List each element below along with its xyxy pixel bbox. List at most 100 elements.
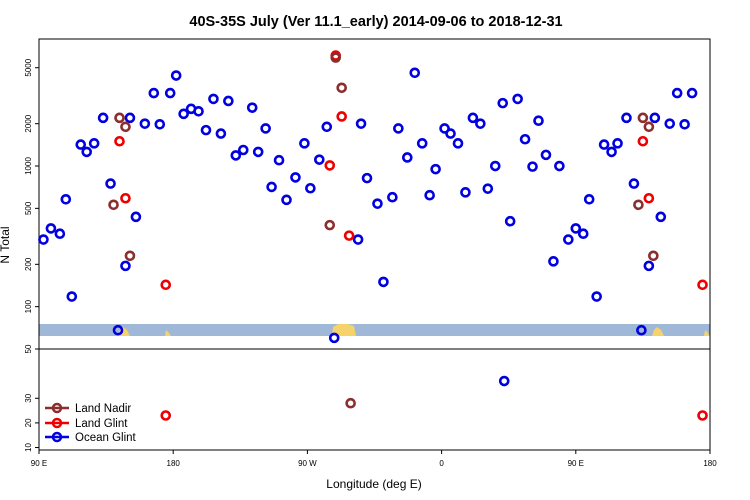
point-ocean-glint bbox=[260, 123, 271, 134]
legend-label-land-nadir: Land Nadir bbox=[75, 403, 131, 415]
bottom-y-axis: 10 20 30 bbox=[24, 393, 39, 452]
point-land-glint bbox=[697, 410, 708, 421]
point-ocean-glint bbox=[105, 178, 116, 189]
point-ocean-glint bbox=[679, 118, 690, 130]
point-ocean-glint bbox=[75, 139, 87, 150]
point-ocean-glint bbox=[328, 332, 340, 344]
point-land-nadir bbox=[336, 82, 347, 94]
top-y-tick-label: 50 bbox=[24, 344, 33, 353]
point-ocean-glint bbox=[154, 118, 166, 130]
bottom-y-tick-label: 30 bbox=[24, 393, 33, 402]
x-tick-label: 90 W bbox=[298, 459, 317, 468]
point-ocean-glint bbox=[621, 112, 632, 124]
point-ocean-glint bbox=[230, 150, 242, 161]
x-axis-label: Longitude (deg E) bbox=[326, 477, 421, 491]
point-land-glint bbox=[114, 135, 125, 147]
point-ocean-glint bbox=[60, 193, 72, 205]
point-ocean-glint bbox=[533, 115, 544, 126]
point-ocean-glint bbox=[540, 149, 552, 161]
point-ocean-glint bbox=[281, 194, 292, 206]
point-ocean-glint bbox=[598, 139, 610, 150]
point-land-nadir bbox=[345, 397, 356, 409]
bottom-y-tick-label: 10 bbox=[24, 443, 33, 452]
bottom-y-tick-label: 20 bbox=[24, 418, 33, 427]
land-australia-right bbox=[652, 327, 664, 336]
data-points bbox=[38, 50, 708, 421]
point-ocean-glint bbox=[54, 228, 66, 240]
x-axis: 90 E 180 90 W 0 90 E 180 bbox=[31, 450, 717, 468]
point-ocean-glint bbox=[139, 118, 151, 129]
point-ocean-glint bbox=[519, 133, 531, 145]
point-ocean-glint bbox=[273, 154, 285, 166]
point-ocean-glint bbox=[554, 160, 565, 172]
point-land-glint bbox=[697, 279, 708, 291]
point-ocean-glint bbox=[416, 138, 428, 149]
point-land-glint bbox=[120, 192, 131, 204]
y-axis-label: N Total bbox=[0, 226, 12, 263]
point-ocean-glint bbox=[130, 211, 142, 223]
point-ocean-glint bbox=[577, 228, 589, 240]
point-ocean-glint bbox=[266, 181, 277, 193]
point-ocean-glint bbox=[178, 108, 189, 120]
land-south-america bbox=[332, 324, 356, 336]
point-ocean-glint bbox=[387, 191, 398, 203]
point-ocean-glint bbox=[424, 189, 435, 201]
point-land-nadir bbox=[124, 250, 136, 262]
point-land-glint bbox=[343, 230, 355, 241]
point-ocean-glint bbox=[671, 87, 683, 99]
x-tick-label: 180 bbox=[167, 459, 181, 468]
point-ocean-glint bbox=[512, 93, 523, 105]
point-land-glint bbox=[160, 279, 172, 291]
point-ocean-glint bbox=[252, 146, 264, 158]
point-land-nadir bbox=[108, 199, 119, 211]
point-ocean-glint bbox=[314, 154, 325, 165]
legend-marker-land-nadir bbox=[51, 402, 63, 414]
point-ocean-glint bbox=[583, 193, 595, 205]
point-ocean-glint bbox=[321, 121, 333, 133]
point-ocean-glint bbox=[489, 160, 501, 172]
point-ocean-glint bbox=[570, 223, 582, 234]
point-ocean-glint bbox=[686, 87, 698, 99]
point-ocean-glint bbox=[170, 70, 182, 81]
point-ocean-glint bbox=[409, 67, 421, 79]
point-ocean-glint bbox=[475, 118, 486, 129]
top-y-tick-label: 100 bbox=[24, 299, 33, 313]
point-ocean-glint bbox=[355, 118, 367, 129]
point-ocean-glint bbox=[460, 187, 471, 198]
point-ocean-glint bbox=[378, 276, 389, 288]
point-ocean-glint bbox=[497, 97, 509, 109]
point-land-glint bbox=[643, 192, 655, 204]
point-land-nadir bbox=[648, 250, 659, 262]
point-ocean-glint bbox=[97, 112, 109, 124]
point-land-nadir bbox=[114, 112, 125, 124]
point-land-glint bbox=[160, 410, 172, 421]
point-land-glint bbox=[637, 135, 649, 147]
point-ocean-glint bbox=[305, 182, 316, 194]
point-land-nadir bbox=[330, 52, 342, 63]
top-y-tick-label: 500 bbox=[24, 201, 33, 215]
point-land-nadir bbox=[643, 121, 655, 133]
point-ocean-glint bbox=[81, 146, 93, 158]
point-ocean-glint bbox=[88, 138, 100, 149]
point-ocean-glint bbox=[120, 260, 131, 272]
point-ocean-glint bbox=[402, 152, 413, 163]
point-ocean-glint bbox=[237, 144, 249, 156]
legend-label-land-glint: Land Glint bbox=[75, 418, 128, 430]
point-ocean-glint bbox=[193, 105, 204, 117]
point-ocean-glint bbox=[38, 234, 49, 245]
point-ocean-glint bbox=[124, 112, 136, 124]
world-map-strip bbox=[39, 324, 710, 336]
legend: Land Nadir Land Glint Ocean Glint bbox=[45, 402, 137, 444]
point-land-glint bbox=[324, 160, 336, 171]
legend-marker-land-glint bbox=[51, 417, 63, 429]
point-ocean-glint bbox=[299, 138, 310, 149]
point-ocean-glint bbox=[664, 118, 676, 129]
point-ocean-glint bbox=[430, 163, 441, 175]
top-y-tick-label: 5000 bbox=[24, 58, 33, 76]
top-y-tick-label: 200 bbox=[24, 257, 33, 271]
top-y-tick-label: 2000 bbox=[24, 114, 33, 132]
point-ocean-glint bbox=[361, 172, 373, 184]
top-y-axis: 50 100 200 500 1000 2000 5000 bbox=[24, 58, 39, 353]
x-tick-label: 90 E bbox=[568, 459, 584, 468]
point-land-glint bbox=[336, 111, 347, 122]
